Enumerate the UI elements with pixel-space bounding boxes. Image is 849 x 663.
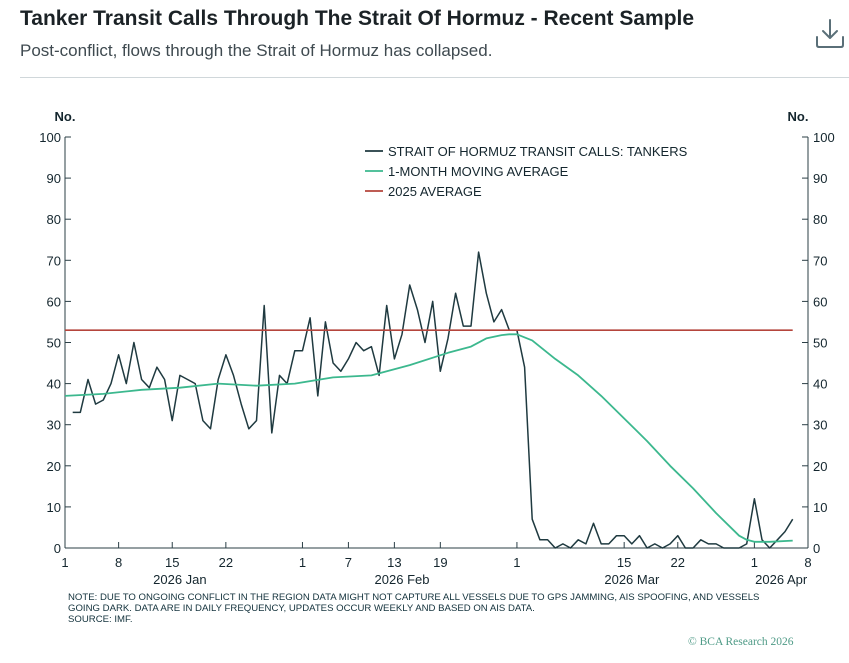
x-tick-label: 15 [617,555,631,570]
x-tick-label: 15 [165,555,179,570]
note-source: SOURCE: IMF. [68,614,133,625]
y-tick-label-right: 70 [813,253,827,268]
x-tick-label: 8 [115,555,122,570]
x-tick-label: 1 [513,555,520,570]
y-tick-label-right: 30 [813,418,827,433]
y-tick-label-left: 100 [39,130,61,145]
x-tick-label: 7 [345,555,352,570]
legend-label: 2025 AVERAGE [388,184,482,199]
y-tick-label-right: 0 [813,541,820,556]
x-tick-label: 8 [804,555,811,570]
chart-notes: NOTE: DUE TO ONGOING CONFLICT IN THE REG… [68,592,808,625]
y-tick-label-left: 80 [47,212,61,227]
y-tick-label-right: 50 [813,336,827,351]
x-tick-label: 1 [61,555,68,570]
x-month-label: 2026 Jan [153,572,207,587]
y-tick-label-left: 20 [47,459,61,474]
download-icon [816,19,844,48]
y-unit-left: No. [55,109,76,124]
y-tick-label-right: 90 [813,171,827,186]
y-tick-label-left: 50 [47,336,61,351]
legend-label: 1-MONTH MOVING AVERAGE [388,164,569,179]
y-tick-label-right: 20 [813,459,827,474]
y-tick-label-left: 30 [47,418,61,433]
download-button[interactable] [812,16,848,52]
note-line-2: GOING DARK. DATA ARE IN DAILY FREQUENCY,… [68,603,535,614]
x-tick-label: 22 [671,555,685,570]
x-month-label: 2026 Feb [375,572,430,587]
x-tick-label: 22 [219,555,233,570]
x-month-label: 2026 Apr [755,572,808,587]
series-moving-average [64,333,793,543]
series-tankers [72,251,794,549]
legend-label: STRAIT OF HORMUZ TRANSIT CALLS: TANKERS [388,144,688,159]
x-tick-label: 13 [387,555,401,570]
header-divider [20,77,849,78]
y-tick-label-left: 0 [54,541,61,556]
y-tick-label-left: 60 [47,294,61,309]
y-tick-label-left: 10 [47,500,61,515]
copyright: © BCA Research 2026 [688,636,794,648]
y-tick-label-left: 90 [47,171,61,186]
y-tick-label-left: 70 [47,253,61,268]
y-tick-label-right: 60 [813,294,827,309]
y-tick-label-right: 10 [813,500,827,515]
y-tick-label-left: 40 [47,377,61,392]
x-tick-label: 1 [751,555,758,570]
x-tick-label: 19 [433,555,447,570]
x-month-label: 2026 Mar [604,572,660,587]
y-tick-label-right: 40 [813,377,827,392]
y-unit-right: No. [788,109,809,124]
y-tick-label-right: 100 [813,130,835,145]
chart-title: Tanker Transit Calls Through The Strait … [20,7,695,30]
chart-subtitle: Post-conflict, flows through the Strait … [20,41,493,60]
x-tick-label: 1 [299,555,306,570]
note-line-1: NOTE: DUE TO ONGOING CONFLICT IN THE REG… [68,592,760,603]
y-tick-label-right: 80 [813,212,827,227]
